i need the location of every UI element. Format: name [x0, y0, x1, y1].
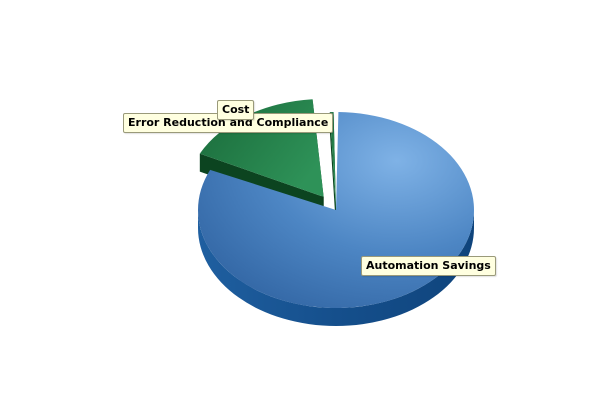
slice-side-automation-savings [198, 210, 474, 326]
slice-edge-cost-0 [329, 112, 336, 228]
slice-label-cost: Cost [217, 100, 255, 120]
slice-cost [329, 112, 336, 210]
slice-label-automation-savings: Automation Savings [361, 256, 496, 276]
